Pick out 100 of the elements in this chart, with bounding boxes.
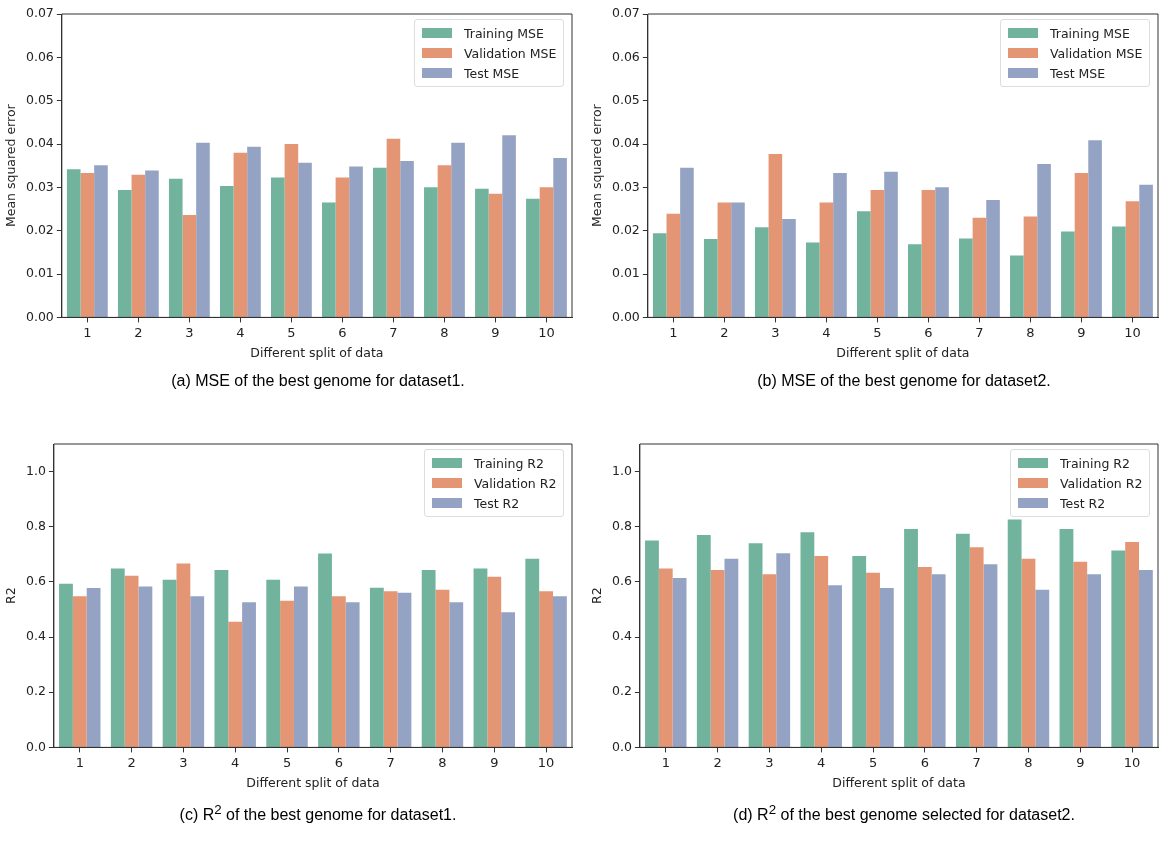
bar xyxy=(1125,541,1139,747)
y-tick-label: 0.4 xyxy=(25,628,46,644)
legend-label: Validation R2 xyxy=(1060,475,1143,491)
bar xyxy=(879,587,894,747)
bar xyxy=(190,596,205,747)
bar xyxy=(904,528,918,747)
text: (a) MSE of the best genome for dataset1. xyxy=(170,372,466,390)
bar xyxy=(66,169,81,317)
bar xyxy=(731,202,745,317)
bar xyxy=(233,152,248,317)
text: (c) R$^{2}$ of the best genome for dataset1. xyxy=(178,802,458,825)
x-tick-label: 9 xyxy=(1076,754,1085,770)
bar xyxy=(421,570,436,747)
y-axis-title: R2 xyxy=(2,587,18,605)
x-tick-label: 8 xyxy=(1026,324,1035,340)
x-tick-label: 9 xyxy=(1077,324,1086,340)
x-tick-label: 3 xyxy=(771,324,780,340)
bar xyxy=(437,165,452,317)
y-tick-label: 0.05 xyxy=(25,91,54,107)
x-tick-label: 3 xyxy=(185,324,194,340)
bar xyxy=(986,199,1000,317)
bar xyxy=(1021,558,1036,747)
bar xyxy=(857,211,871,317)
bar xyxy=(762,574,777,747)
y-tick-label: 0.8 xyxy=(611,518,632,533)
bar xyxy=(955,533,970,747)
bar xyxy=(284,144,299,317)
bar xyxy=(271,177,285,317)
bar xyxy=(1139,184,1153,317)
bar xyxy=(1087,574,1102,747)
y-tick-label: 0.2 xyxy=(611,683,632,699)
bar xyxy=(322,202,336,317)
bar xyxy=(1073,561,1088,747)
bar xyxy=(776,553,791,747)
bar xyxy=(473,568,488,747)
bar xyxy=(1125,201,1140,317)
bar xyxy=(451,142,465,317)
x-tick-label: 4 xyxy=(817,754,826,770)
bar xyxy=(214,570,229,747)
bar xyxy=(488,193,503,317)
y-tick-label: 0.07 xyxy=(611,5,640,21)
bar xyxy=(1074,173,1089,317)
bar xyxy=(475,188,489,317)
y-axis-title: Mean squared error xyxy=(2,103,18,228)
x-tick-label: 2 xyxy=(134,324,143,340)
bar xyxy=(219,186,234,317)
bar xyxy=(110,568,125,747)
bar xyxy=(298,162,312,317)
x-axis-title: Different split of data xyxy=(250,344,384,360)
bar xyxy=(833,173,847,317)
x-tick-label: 6 xyxy=(924,324,933,340)
legend-label: Test R2 xyxy=(1060,495,1106,511)
bar xyxy=(373,167,387,317)
x-tick-label: 9 xyxy=(490,754,499,770)
bar xyxy=(1061,231,1075,317)
x-tick-label: 6 xyxy=(338,324,347,340)
bar xyxy=(972,217,987,317)
x-tick-label: 10 xyxy=(1123,754,1141,770)
bar xyxy=(921,189,936,317)
y-tick-label: 0.05 xyxy=(611,91,640,107)
x-tick-label: 2 xyxy=(127,754,136,770)
bar xyxy=(168,178,183,317)
bar xyxy=(645,540,659,747)
bar xyxy=(870,189,885,317)
bar xyxy=(196,142,210,317)
bar xyxy=(828,585,842,747)
x-tick-label: 1 xyxy=(669,324,678,340)
bar xyxy=(935,187,949,317)
legend-label: Validation R2 xyxy=(474,475,557,491)
y-tick-label: 0.04 xyxy=(25,135,54,151)
y-tick-label: 0.6 xyxy=(25,573,46,589)
bar xyxy=(138,586,153,747)
bar xyxy=(800,532,815,747)
legend-label: Test R2 xyxy=(474,495,520,511)
bar xyxy=(748,543,763,747)
y-tick-label: 0.06 xyxy=(611,48,640,64)
bar xyxy=(1059,528,1074,747)
bar xyxy=(86,587,101,747)
bar xyxy=(768,154,783,317)
bar xyxy=(553,596,567,747)
bar xyxy=(969,547,984,747)
bar xyxy=(435,589,450,747)
bar xyxy=(884,171,898,317)
bar xyxy=(983,564,998,747)
y-tick-label: 0.07 xyxy=(25,5,54,21)
bar xyxy=(553,157,567,317)
bar xyxy=(318,553,332,747)
y-tick-label: 0.2 xyxy=(25,683,46,699)
x-tick-label: 6 xyxy=(334,754,343,770)
y-tick-label: 0.02 xyxy=(611,221,640,237)
bar xyxy=(331,596,346,747)
bar xyxy=(526,198,540,317)
x-tick-label: 10 xyxy=(537,754,555,770)
bar xyxy=(866,572,880,747)
x-tick-label: 1 xyxy=(75,754,84,770)
bar xyxy=(345,602,360,747)
bar xyxy=(145,170,159,317)
bar xyxy=(266,579,281,747)
bar xyxy=(182,215,197,317)
x-tick-label: 3 xyxy=(179,754,188,770)
